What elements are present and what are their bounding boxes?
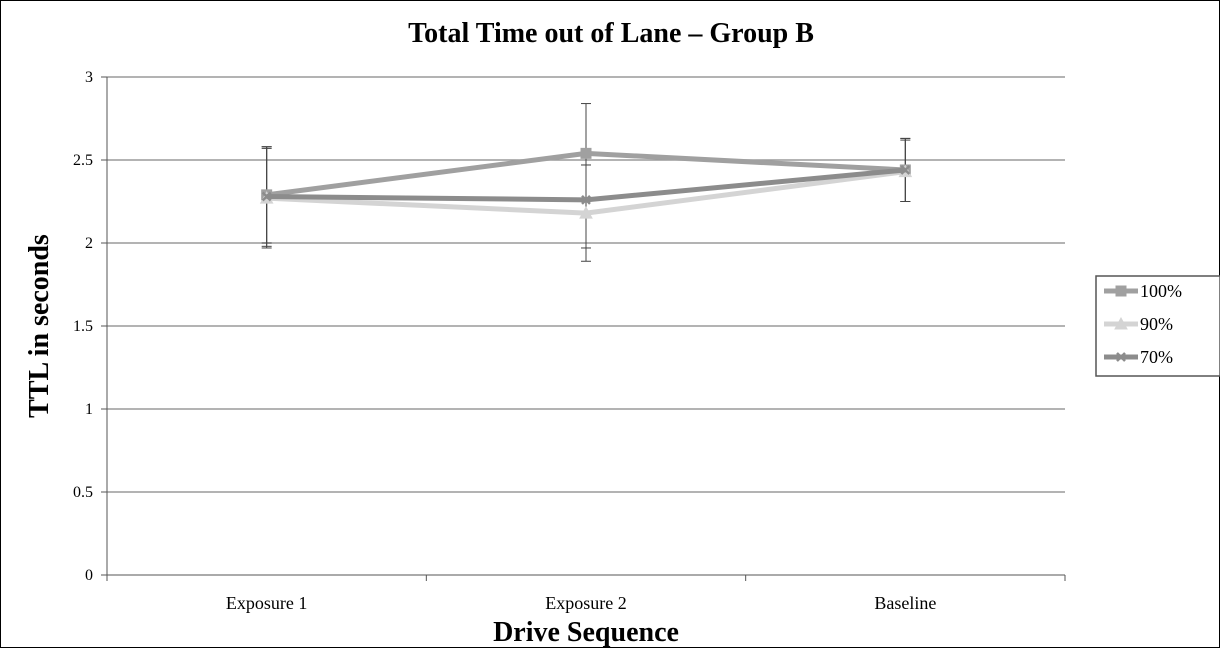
legend-70pct-marker <box>1116 352 1126 362</box>
series-70pct-point <box>581 194 591 205</box>
x-tick-label: Baseline <box>874 593 936 613</box>
y-tick-label: 2 <box>85 235 93 252</box>
legend-100pct-marker <box>1115 285 1127 297</box>
x-tick-labels: Exposure 1 Exposure 2 Baseline <box>226 593 936 613</box>
legend-90pct-marker <box>1114 316 1128 330</box>
legend-70pct-label: 70% <box>1140 347 1173 367</box>
y-axis-title: TTL in seconds <box>24 234 55 418</box>
x-tick-label: Exposure 2 <box>545 593 626 613</box>
series-100pct-point <box>580 147 592 159</box>
y-tick-label: 3 <box>85 69 93 86</box>
axes <box>101 76 1066 581</box>
y-tick-label: 1 <box>85 401 93 418</box>
legend: 100% 90% 70% <box>1095 275 1220 377</box>
series-70pct-point <box>900 165 911 175</box>
x-tick-label: Exposure 1 <box>226 593 307 613</box>
legend-90pct-label: 90% <box>1140 314 1173 334</box>
y-tick-label: 2.5 <box>73 152 93 169</box>
y-tick-label: 1.5 <box>73 318 93 335</box>
y-tick-label: 0.5 <box>73 484 93 501</box>
series-90pct-point <box>579 206 593 219</box>
legend-100pct-label: 100% <box>1140 281 1182 301</box>
x-axis-title: Drive Sequence <box>493 617 679 648</box>
y-tick-labels: 0 0.5 1 1.5 2 2.5 3 <box>73 69 93 584</box>
chart-title: Total Time out of Lane – Group B <box>408 18 814 49</box>
y-tick-label: 0 <box>85 567 93 584</box>
series-lines <box>259 147 913 219</box>
series-70pct-point <box>261 191 272 202</box>
